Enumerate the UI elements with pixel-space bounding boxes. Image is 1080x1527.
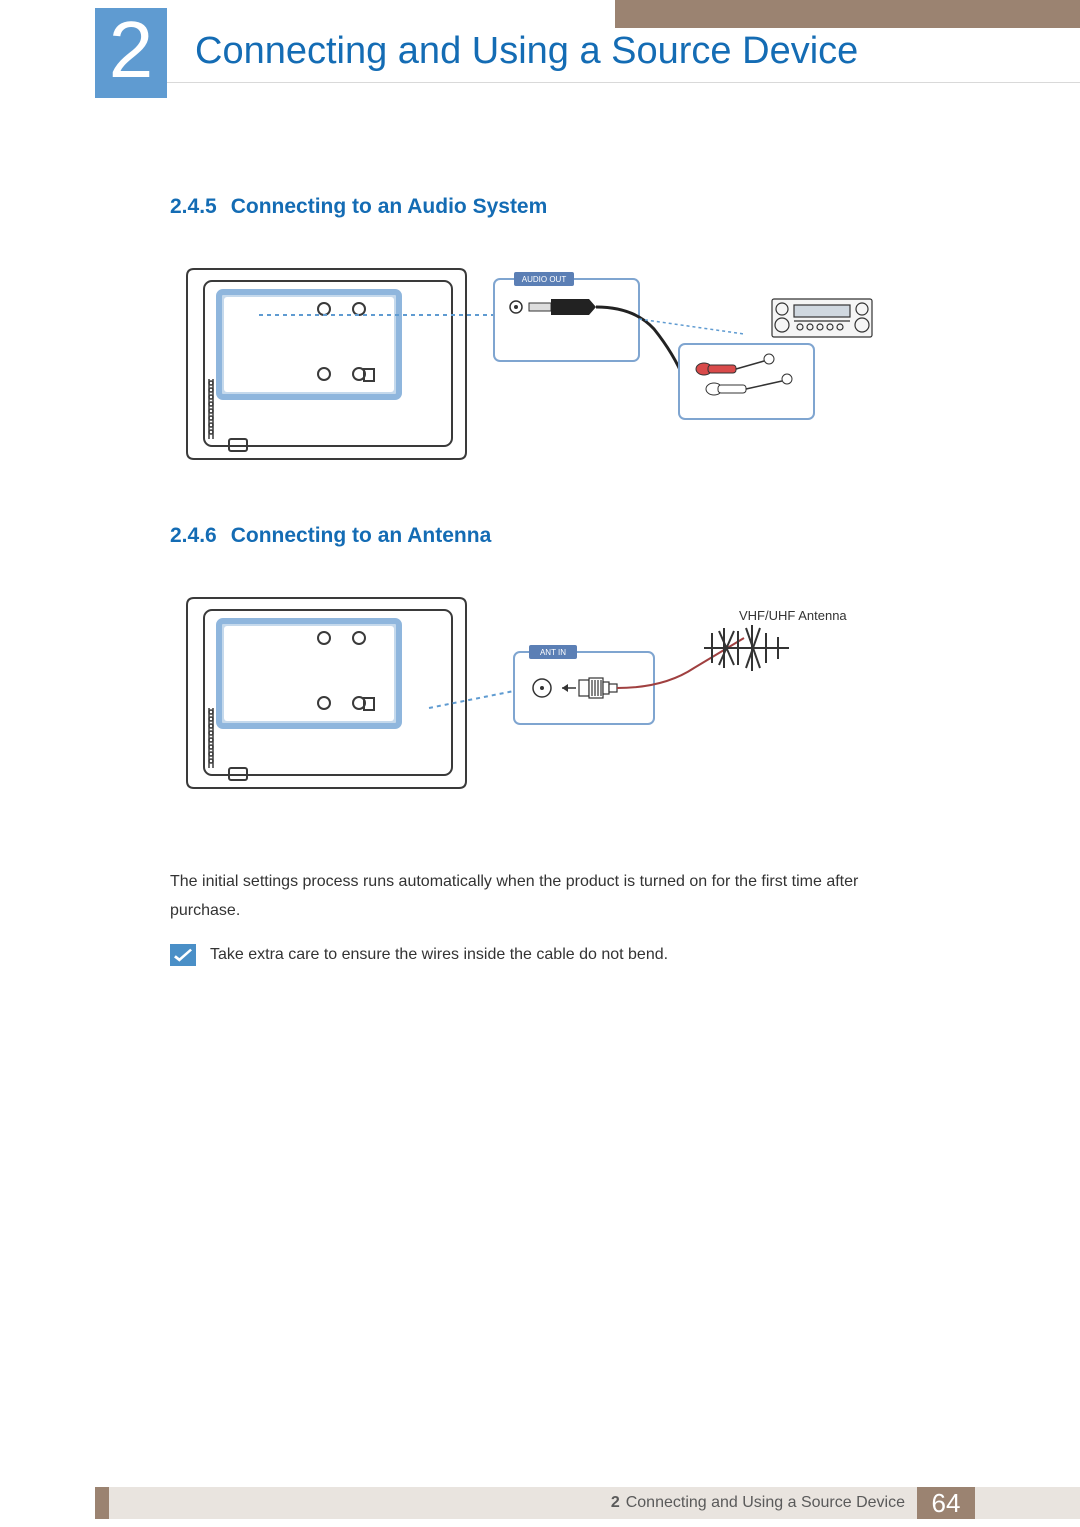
- footer-chapter-num: 2: [611, 1494, 620, 1512]
- footer-chapter-title: Connecting and Using a Source Device: [626, 1494, 905, 1512]
- page-footer: 2 Connecting and Using a Source Device 6…: [0, 1479, 1080, 1527]
- section-245-number: 2.4.5: [170, 195, 217, 218]
- section-246-title: Connecting to an Antenna: [231, 524, 492, 547]
- diagram-audio: AUDIO OUT: [184, 259, 920, 474]
- top-accent-bar: [615, 0, 1080, 28]
- note-text: Take extra care to ensure the wires insi…: [210, 942, 668, 968]
- ant-in-label: ANT IN: [540, 648, 566, 657]
- chapter-number: 2: [109, 10, 154, 90]
- audio-out-label: AUDIO OUT: [522, 275, 567, 284]
- diagram-antenna: ANT IN VHF/UHF Antenna: [184, 588, 920, 818]
- chapter-number-box: 2: [95, 8, 167, 98]
- section-245-heading: 2.4.5 Connecting to an Audio System: [170, 195, 920, 219]
- note-row: Take extra care to ensure the wires insi…: [170, 942, 920, 968]
- section-246-number: 2.4.6: [170, 524, 217, 547]
- footer-page-number: 64: [917, 1487, 975, 1519]
- section-246-heading: 2.4.6 Connecting to an Antenna: [170, 524, 920, 548]
- page-content: 2.4.5 Connecting to an Audio System: [170, 185, 920, 967]
- section-246-body: The initial settings process runs automa…: [170, 868, 920, 926]
- footer-text: 2 Connecting and Using a Source Device: [611, 1487, 905, 1519]
- chapter-title: Connecting and Using a Source Device: [195, 30, 858, 73]
- section-245-title: Connecting to an Audio System: [231, 195, 548, 218]
- antenna-label: VHF/UHF Antenna: [739, 608, 847, 623]
- note-icon: [170, 944, 196, 966]
- header-divider: [95, 82, 1080, 83]
- footer-accent: [95, 1487, 109, 1519]
